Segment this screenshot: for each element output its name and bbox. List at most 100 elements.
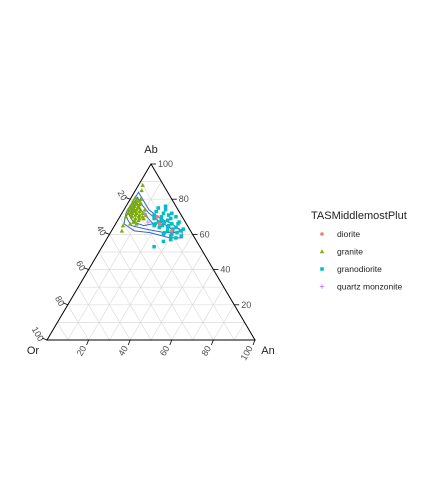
point-granodiorite <box>174 215 178 219</box>
legend-key-granite <box>319 249 325 254</box>
grid-line <box>119 216 193 341</box>
tick-mark-or <box>83 267 89 270</box>
point-granite <box>134 221 139 226</box>
point-granodiorite <box>169 234 173 238</box>
point-granodiorite <box>154 209 158 214</box>
legend-key-granodiorite <box>320 267 324 271</box>
point-granite <box>133 195 138 200</box>
legend-key-quartz-monzonite <box>319 284 325 289</box>
grid-line <box>213 304 235 341</box>
point-granodiorite <box>179 234 183 238</box>
point-granodiorite <box>165 225 170 230</box>
apex-label-top: Ab <box>144 144 157 156</box>
grid-line <box>192 287 225 341</box>
point-granodiorite <box>170 211 174 216</box>
point-granodiorite <box>169 216 173 221</box>
tick-label-or: 20 <box>115 189 129 203</box>
point-granodiorite <box>161 232 166 237</box>
tick-mark-an <box>211 339 214 346</box>
grid-line <box>150 251 204 341</box>
point-granodiorite <box>161 239 166 244</box>
grid-line <box>88 269 131 341</box>
point-granite <box>136 218 141 223</box>
point-granite <box>133 202 138 207</box>
point-granodiorite <box>152 213 156 217</box>
tick-label-an: 100 <box>239 344 255 362</box>
axis-ticks: 20 20 20 40 40 40 60 60 60 80 80 80 100 100 100 <box>30 159 256 362</box>
point-granodiorite <box>165 218 170 223</box>
point-granite <box>120 223 126 228</box>
point-granite <box>123 214 129 219</box>
point-granite <box>135 198 140 203</box>
point-granite <box>131 205 136 210</box>
legend-label-granite: granite <box>337 247 363 257</box>
tick-mark-or <box>41 337 48 341</box>
tick-label-ab: 60 <box>200 229 210 239</box>
tick-label-an: 20 <box>75 344 89 358</box>
point-granite <box>133 209 138 214</box>
point-granodiorite <box>159 215 164 219</box>
grid-line <box>67 304 89 341</box>
point-diorite <box>155 215 160 219</box>
tick-mark-or <box>104 232 110 235</box>
point-granite <box>138 207 143 212</box>
point-granite <box>129 209 134 214</box>
tick-mark-an <box>169 339 173 346</box>
tick-label-ab: 40 <box>220 265 230 275</box>
point-granite <box>129 212 134 217</box>
point-granodiorite <box>152 244 156 249</box>
point-granite <box>139 188 144 193</box>
point-granodiorite <box>174 225 178 230</box>
legend-label-diorite: diorite <box>337 229 360 239</box>
tick-mark-an <box>252 339 256 346</box>
point-granite <box>128 221 133 226</box>
apex-label-left: Or <box>27 345 40 357</box>
tick-label-ab: 100 <box>158 159 173 169</box>
point-granodiorite <box>157 225 162 230</box>
point-granodiorite <box>152 216 156 221</box>
point-granite <box>138 197 143 201</box>
grid-line <box>67 181 162 341</box>
point-granite <box>143 212 148 217</box>
point-granodiorite <box>178 229 182 233</box>
point-granodiorite <box>156 206 161 210</box>
point-granite <box>138 200 143 205</box>
point-granodiorite <box>156 220 161 224</box>
data-points <box>119 182 185 249</box>
grid-line <box>233 322 245 341</box>
tick-mark-or <box>125 196 131 200</box>
point-granodiorite <box>165 229 170 233</box>
legend-title: TASMiddlemostPlut <box>311 210 407 222</box>
point-granodiorite <box>169 237 173 242</box>
legend-label-granodiorite: granodiorite <box>337 264 382 274</box>
grid-line <box>171 269 214 341</box>
point-granodiorite <box>163 204 168 208</box>
grid-line <box>140 181 235 341</box>
triangle-border <box>46 163 256 341</box>
point-granodiorite <box>177 220 181 224</box>
tick-mark-an <box>86 339 89 346</box>
grid-line <box>57 322 69 341</box>
tick-label-or: 40 <box>95 224 109 238</box>
ternary-frame <box>46 163 256 341</box>
point-granite <box>142 207 147 212</box>
tick-mark-an <box>127 339 131 346</box>
point-granodiorite <box>159 218 164 223</box>
tick-label-or: 60 <box>74 259 88 273</box>
point-granite <box>140 182 145 187</box>
point-granodiorite <box>175 230 179 235</box>
point-granodiorite <box>170 222 174 226</box>
tick-label-ab: 80 <box>179 194 189 204</box>
point-granodiorite <box>152 223 156 228</box>
point-granodiorite <box>166 213 171 217</box>
point-diorite <box>157 222 162 226</box>
point-quartz-monzonite <box>142 211 147 216</box>
apex-label-right: An <box>261 345 274 357</box>
point-granodiorite <box>174 236 178 240</box>
tick-label-an: 40 <box>116 344 130 358</box>
point-granite <box>131 219 136 224</box>
tick-label-or: 100 <box>30 325 46 343</box>
legend-entries: diorite granite granodiorite quartz monzoni… <box>319 229 402 292</box>
legend: TASMiddlemostPlut diorite granite granodio… <box>311 210 407 292</box>
